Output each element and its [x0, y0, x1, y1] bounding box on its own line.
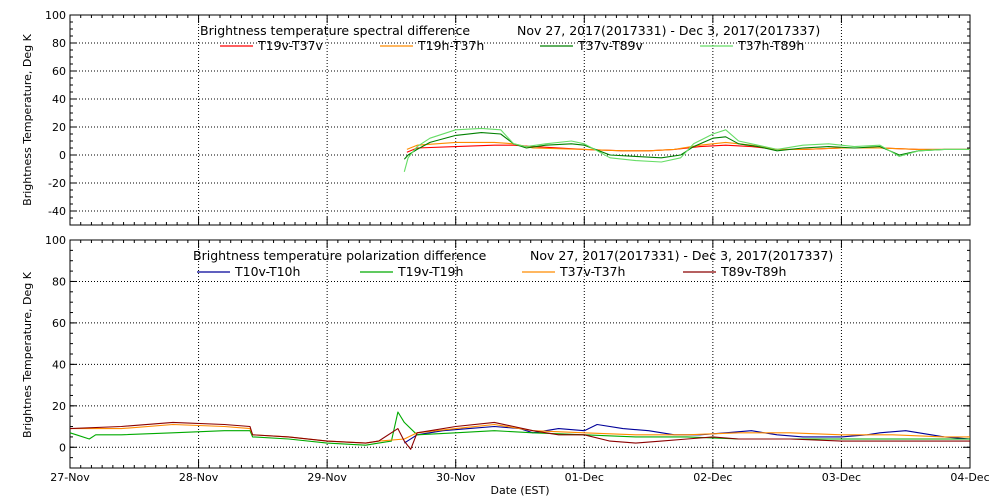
y-tick-label: 60 — [52, 317, 66, 330]
y-tick-label: -40 — [48, 205, 66, 218]
x-tick-label: 27-Nov — [50, 471, 90, 484]
series-line — [403, 127, 970, 172]
x-axis: 27-Nov 28-Nov 29-Nov 30-Nov 01-Dec 02-Dec 03-D… — [50, 240, 990, 484]
y-tick-label: 40 — [52, 358, 66, 371]
series-line — [70, 423, 970, 444]
y-axis-label: Brightness Temperature, Deg K — [21, 33, 34, 205]
y-tick-label: -20 — [48, 177, 66, 190]
x-tick-label: 02-Dec — [693, 471, 732, 484]
y-tick-label: 80 — [52, 275, 66, 288]
y-tick-label: 100 — [45, 234, 66, 247]
x-tick-label: 01-Dec — [565, 471, 604, 484]
legend-label: T19v-T19h — [397, 264, 463, 279]
polarization-difference-panel: 0 20 40 60 80 100 27-Nov 28-Nov 29-Nov 30-Nov 01-… — [21, 234, 990, 497]
chart-title: Brightness temperature spectral differen… — [200, 23, 470, 38]
y-axis: 0 20 40 60 80 100 — [45, 234, 970, 469]
x-axis-label: Date (EST) — [490, 484, 549, 497]
y-tick-label: 0 — [59, 441, 66, 454]
spectral-difference-panel: -40 -20 0 20 40 60 80 100 Brightness temperatur… — [21, 9, 971, 226]
y-tick-label: 80 — [52, 37, 66, 50]
series-line — [403, 132, 970, 160]
legend-label: T10v-T10h — [234, 264, 300, 279]
series-group — [403, 127, 970, 172]
legend: T10v-T10h T19v-T19h T37v-T37h T89v-T89h — [197, 264, 786, 279]
x-axis — [69, 15, 971, 225]
y-tick-label: 40 — [52, 93, 66, 106]
x-tick-label: 28-Nov — [179, 471, 219, 484]
y-tick-label: 20 — [52, 400, 66, 413]
date-range: Nov 27, 2017(2017331) - Dec 3, 2017(2017… — [530, 248, 833, 263]
x-tick-label: 03-Dec — [822, 471, 861, 484]
y-tick-label: 100 — [45, 9, 66, 22]
y-tick-label: 60 — [52, 65, 66, 78]
legend-label: T89v-T89h — [720, 264, 786, 279]
legend-label: T19h-T37h — [417, 38, 484, 53]
x-tick-label: 30-Nov — [436, 471, 476, 484]
series-line — [404, 423, 971, 444]
y-axis-label: Brightnes Temperature, Deg K — [21, 271, 34, 438]
legend-label: T37v-T89v — [577, 38, 644, 53]
y-tick-label: 0 — [59, 149, 66, 162]
x-tick-label: 04-Dec — [950, 471, 989, 484]
panel-frame — [69, 239, 971, 469]
series-group — [69, 411, 971, 450]
legend-label: T19v-T37v — [257, 38, 324, 53]
date-range: Nov 27, 2017(2017331) - Dec 3, 2017(2017… — [517, 23, 820, 38]
y-axis: -40 -20 0 20 40 60 80 100 — [45, 9, 970, 226]
series-line — [406, 141, 970, 152]
x-tick-label: 29-Nov — [307, 471, 347, 484]
series-line — [69, 421, 970, 450]
panel-frame — [69, 14, 971, 226]
legend: T19v-T37v T19h-T37h T37v-T89v T37h-T89h — [220, 38, 804, 53]
legend-label: T37h-T89h — [737, 38, 804, 53]
grid — [70, 240, 970, 468]
legend-label: T37v-T37h — [559, 264, 625, 279]
chart-title: Brightness temperature polarization diff… — [193, 248, 487, 263]
grid — [70, 15, 970, 225]
y-tick-label: 20 — [52, 121, 66, 134]
